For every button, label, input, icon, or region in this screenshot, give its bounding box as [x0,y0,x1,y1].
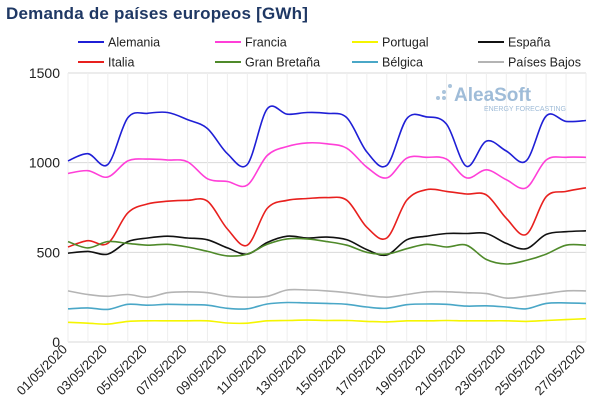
legend-label-alemania: Alemania [108,36,160,50]
y-tick-label: 1500 [29,65,60,81]
logo-tagline: ENERGY FORECASTING [484,106,566,113]
chart-title: Demanda de países europeos [GWh] [6,4,309,23]
x-tick-labels: 01/05/202003/05/202005/05/202007/05/2020… [13,342,588,399]
series-line-países-bajos [67,288,587,299]
series-line-italia [67,187,587,248]
series-line-españa [67,230,587,257]
legend-label-francia: Francia [245,36,287,50]
legend-label-países-bajos: Países Bajos [508,56,581,70]
series-lines [67,105,587,325]
legend-label-italia: Italia [108,56,134,70]
legend-label-españa: España [508,36,550,50]
legend-label-gran-bretaña: Gran Bretaña [245,56,320,70]
series-line-gran-bretaña [67,237,587,265]
logo-name: AleaSoft [454,85,532,106]
legend: Alemania Francia Portugal España Italia Gran … [78,36,581,70]
series-line-francia [67,141,587,190]
y-tick-label: 1000 [29,155,60,171]
legend-label-portugal: Portugal [382,36,429,50]
legend-label-bélgica: Bélgica [382,56,423,70]
series-line-bélgica [67,301,587,311]
series-line-alemania [67,105,587,168]
series-line-portugal [67,317,587,325]
y-tick-label: 500 [37,244,61,260]
y-tick-label: 0 [52,334,60,350]
y-tick-labels: 0 500 1000 1500 [29,65,60,350]
aleasoft-logo: AleaSoft ENERGY FORECASTING [436,84,566,113]
